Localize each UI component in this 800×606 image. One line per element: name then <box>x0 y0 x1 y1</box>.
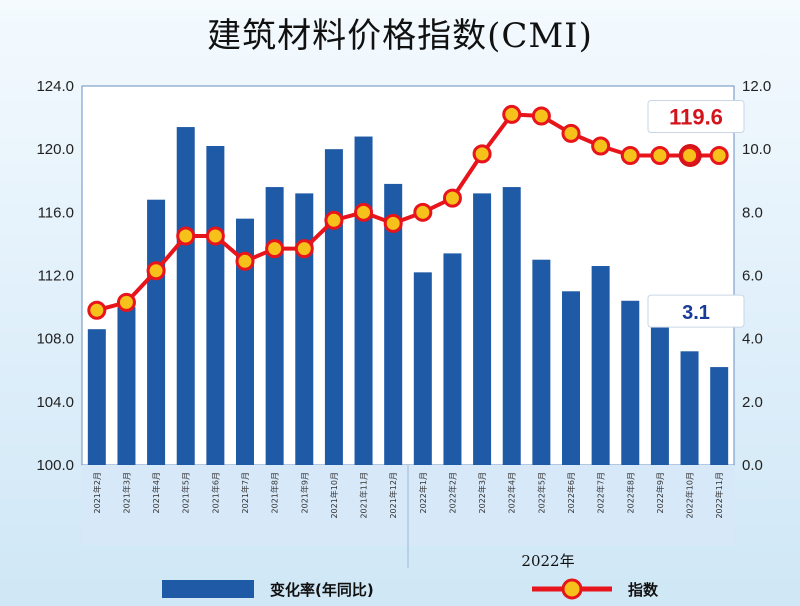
bar <box>354 136 373 466</box>
left-axis-tick-label: 124.0 <box>36 78 74 95</box>
bar <box>87 329 106 465</box>
callout-label: 119.6 <box>669 104 723 129</box>
index-point <box>680 145 700 165</box>
index-point <box>620 145 640 165</box>
index-point <box>324 210 344 230</box>
x-axis-tick-label: 2021年5月 <box>181 472 191 513</box>
bar <box>236 218 254 465</box>
index-point <box>146 261 166 281</box>
x-axis-tick-label: 2022年4月 <box>507 472 517 513</box>
x-axis: 2021年2月 2021年3月 2021年4月 2021年5月 2021年6月 2021年… <box>92 465 724 570</box>
index-point <box>502 104 522 124</box>
index-point <box>561 123 581 143</box>
index-point <box>235 251 255 271</box>
callout-box <box>647 99 745 133</box>
index-line <box>96 112 720 313</box>
legend-line-label: 指数 <box>628 581 659 599</box>
bar <box>295 193 314 465</box>
x-axis-tick-label: 2021年4月 <box>151 472 161 513</box>
index-point <box>176 226 196 246</box>
index-point <box>709 145 729 165</box>
bar <box>502 187 521 466</box>
right-axis: 0.0 2.0 4.0 6.0 8.0 10.0 12.0 <box>742 78 771 474</box>
bar <box>473 193 492 465</box>
bar <box>117 307 136 465</box>
x-axis-tick-label: 2022年10月 <box>685 472 695 519</box>
bar <box>710 367 729 465</box>
bar <box>562 291 580 465</box>
callout-label: 3.1 <box>682 302 710 324</box>
index-point <box>531 106 551 126</box>
highlight-ring <box>678 143 702 167</box>
index-point <box>472 144 492 164</box>
bar <box>206 146 225 465</box>
index-point <box>116 292 136 312</box>
bar <box>176 127 195 465</box>
index-point <box>650 145 670 165</box>
bar <box>324 149 343 465</box>
left-axis-tick-label: 100.0 <box>36 457 74 474</box>
right-axis-tick-label: 8.0 <box>742 204 763 221</box>
callout-box <box>647 294 745 328</box>
chart-title: 建筑材料价格指数(CMI) <box>207 16 593 56</box>
left-axis-tick-label: 120.0 <box>36 141 74 158</box>
x-axis-tick-label: 2022年5月 <box>536 472 546 513</box>
x-axis-tick-label: 2021年2月 <box>92 472 102 513</box>
index-point <box>591 136 611 156</box>
bar <box>680 351 699 465</box>
legend-bar-swatch <box>162 580 254 598</box>
x-axis-tick-label: 2021年9月 <box>299 472 309 513</box>
x-axis-tick-label: 2021年12月 <box>388 472 398 519</box>
x-axis-tick-label: 2022年11月 <box>714 472 724 519</box>
left-axis-tick-label: 112.0 <box>38 268 74 285</box>
x-axis-tick-label: 2021年10月 <box>329 472 339 519</box>
right-axis-tick-label: 4.0 <box>742 331 763 348</box>
right-axis-tick-label: 2.0 <box>742 394 763 411</box>
bar <box>265 187 284 466</box>
x-axis-tick-label: 2022年7月 <box>596 472 606 513</box>
bar <box>621 300 640 465</box>
x-axis-tick-label: 2021年7月 <box>240 472 250 513</box>
index-point <box>205 226 225 246</box>
x-axis-tick-label: 2022年6月 <box>566 472 576 513</box>
x-axis-tick-label: 2021年6月 <box>210 472 220 513</box>
index-point <box>294 239 314 259</box>
index-point <box>442 188 462 208</box>
bar <box>147 199 166 465</box>
bar <box>443 253 462 465</box>
left-axis-tick-label: 108.0 <box>36 331 74 348</box>
bar <box>413 272 432 465</box>
x-axis-tick-label: 2022年8月 <box>625 472 635 513</box>
x-axis-tick-label: 2022年9月 <box>655 472 665 513</box>
legend: 变化率(年同比) 指数 <box>162 578 659 600</box>
left-axis: 100.0 104.0 108.0 112.0 116.0 120.0 124.0 <box>36 78 74 474</box>
index-line-group <box>87 104 729 320</box>
left-axis-tick-label: 116.0 <box>38 204 74 221</box>
bar <box>532 259 551 465</box>
x-axis-tick-label: 2022年2月 <box>447 472 457 513</box>
index-point <box>354 202 374 222</box>
index-point <box>413 202 433 222</box>
x-axis-tick-label: 2022年3月 <box>477 472 487 513</box>
right-axis-tick-label: 0.0 <box>742 457 763 474</box>
bar <box>591 266 610 465</box>
bar <box>384 183 403 466</box>
annotations-group: 119.6 3.1 <box>647 99 745 328</box>
index-point <box>265 239 285 259</box>
legend-line-marker <box>561 578 583 600</box>
x-axis-tick-label: 2021年8月 <box>270 472 280 513</box>
right-axis-tick-label: 12.0 <box>742 78 771 95</box>
right-axis-tick-label: 10.0 <box>742 141 771 158</box>
bar <box>650 300 669 465</box>
legend-bar-label: 变化率(年同比) <box>270 581 374 599</box>
index-point <box>383 213 403 233</box>
x-axis-tick-label: 2021年3月 <box>121 472 131 513</box>
index-point <box>87 300 107 320</box>
year-group-label: 2022年 <box>521 552 574 570</box>
right-axis-tick-label: 6.0 <box>742 268 763 285</box>
left-axis-tick-label: 104.0 <box>36 394 74 411</box>
x-axis-tick-label: 2021年11月 <box>359 472 369 519</box>
x-axis-tick-label: 2022年1月 <box>418 472 428 513</box>
